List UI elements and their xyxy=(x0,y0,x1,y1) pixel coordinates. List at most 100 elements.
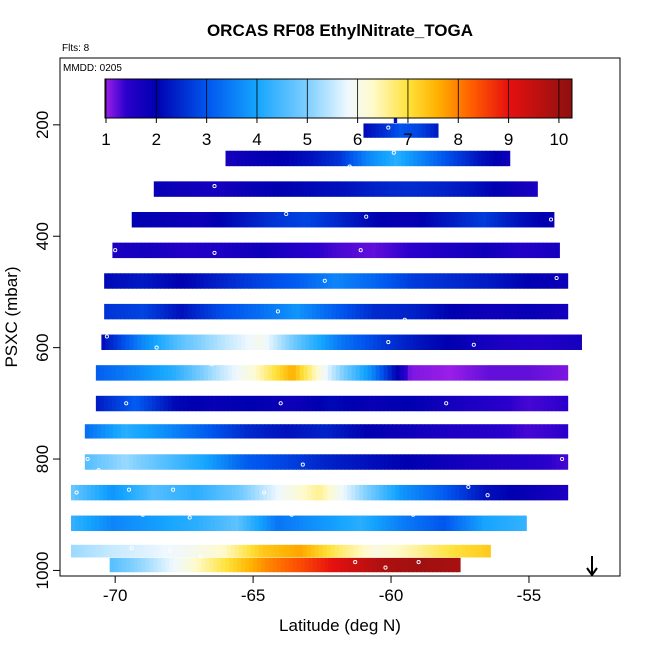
heat-cell xyxy=(232,424,238,439)
heat-cell xyxy=(350,544,356,558)
heat-cell xyxy=(98,544,104,558)
heat-cell xyxy=(310,515,316,532)
sample-point xyxy=(289,512,294,517)
heat-cell xyxy=(151,484,156,501)
heat-cell xyxy=(430,515,435,532)
heat-cell xyxy=(106,544,112,558)
heat-cell xyxy=(437,181,442,197)
heat-cell xyxy=(471,365,477,381)
heat-cell xyxy=(451,484,457,501)
heat-cell xyxy=(551,365,557,381)
heat-cell xyxy=(452,557,457,573)
heat-cell xyxy=(290,544,296,558)
heat-cell xyxy=(181,181,187,197)
heat-cell xyxy=(198,544,204,558)
heat-cell xyxy=(119,484,124,501)
heat-cell xyxy=(147,484,152,501)
heat-cell xyxy=(439,273,445,289)
heat-cell xyxy=(318,515,324,532)
heat-cell xyxy=(346,515,352,532)
heat-cell xyxy=(241,150,247,167)
heat-cell xyxy=(317,181,323,197)
heat-cell xyxy=(519,424,525,439)
heat-cell xyxy=(218,544,224,558)
heat-cell xyxy=(221,334,226,350)
heat-cell xyxy=(357,150,363,167)
heat-cell xyxy=(426,544,432,558)
heat-cell xyxy=(535,303,541,320)
heat-cell xyxy=(299,303,305,320)
heat-cell xyxy=(456,557,461,573)
heat-cell xyxy=(413,181,419,197)
heat-cell xyxy=(283,395,289,412)
heat-cell xyxy=(200,273,205,289)
heat-cell xyxy=(431,365,437,381)
heat-cell xyxy=(256,557,262,573)
heat-cell xyxy=(471,395,477,412)
heat-cell xyxy=(243,273,249,289)
sample-point xyxy=(99,540,104,545)
heat-cell xyxy=(277,181,283,197)
heat-cell xyxy=(527,395,533,412)
heat-cell xyxy=(471,424,477,439)
heat-cell xyxy=(157,181,163,197)
sample-points xyxy=(71,125,570,570)
heat-cell xyxy=(439,484,445,501)
heat-cell xyxy=(395,484,400,501)
sample-point xyxy=(140,351,145,356)
heat-cell xyxy=(455,484,461,501)
heat-cell xyxy=(146,544,152,558)
heat-cell xyxy=(307,242,313,259)
heat-cell xyxy=(410,123,416,138)
heat-cell xyxy=(407,484,413,501)
sample-point xyxy=(383,565,388,570)
heat-cell xyxy=(160,424,166,439)
sample-point xyxy=(560,264,565,269)
heat-cell xyxy=(168,303,173,320)
heat-cell xyxy=(323,484,328,501)
heat-cell xyxy=(507,365,513,381)
heat-cell xyxy=(555,242,560,259)
heat-cell xyxy=(341,150,347,167)
heat-cell xyxy=(299,365,305,381)
heat-cell xyxy=(485,181,490,197)
heat-cell xyxy=(243,365,249,381)
heat-cell xyxy=(387,303,393,320)
heat-cell xyxy=(155,395,161,412)
heat-cell xyxy=(240,424,246,439)
heat-cell xyxy=(157,557,163,573)
heat-cell xyxy=(199,212,204,228)
heat-cell xyxy=(209,181,215,197)
heat-cell xyxy=(438,515,443,532)
heat-cell xyxy=(427,242,433,259)
heat-cell xyxy=(491,484,497,501)
heat-cell xyxy=(109,557,115,573)
heat-cell xyxy=(170,544,176,558)
heat-cell xyxy=(378,515,384,532)
heat-cell xyxy=(455,395,461,412)
heat-cell xyxy=(312,557,318,573)
heat-cell xyxy=(355,365,361,381)
heat-cell xyxy=(164,242,169,259)
heat-cell xyxy=(112,424,118,439)
heat-cell xyxy=(343,273,349,289)
heat-cell xyxy=(427,395,433,412)
heat-cell xyxy=(465,334,470,350)
heat-cell xyxy=(547,242,552,259)
y-axis-label: PSXC (mbar) xyxy=(2,266,21,367)
heat-cell xyxy=(486,544,491,558)
heat-cell xyxy=(191,212,197,228)
heat-cell xyxy=(397,334,402,350)
heat-cell xyxy=(477,150,483,167)
heat-cell xyxy=(107,484,112,501)
heat-cell xyxy=(459,303,465,320)
heat-cell xyxy=(427,454,433,470)
heat-cell xyxy=(314,212,320,228)
heat-cell xyxy=(339,484,344,501)
heat-cell xyxy=(440,557,445,573)
heat-cell xyxy=(559,273,565,289)
heat-cell xyxy=(434,123,439,138)
heat-cell xyxy=(169,334,174,350)
heat-cell xyxy=(235,212,240,228)
